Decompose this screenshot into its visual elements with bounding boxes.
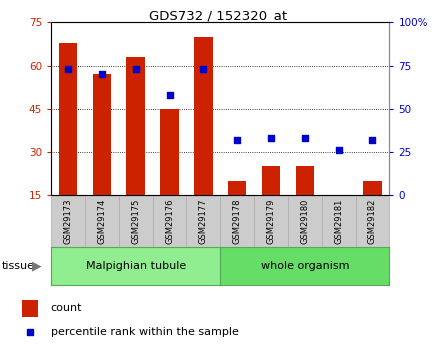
Bar xyxy=(186,196,220,247)
Bar xyxy=(322,196,356,247)
Point xyxy=(335,147,342,153)
Point xyxy=(65,66,72,72)
Bar xyxy=(262,166,280,195)
Bar xyxy=(85,196,119,247)
Text: GSM29178: GSM29178 xyxy=(233,198,242,244)
Text: percentile rank within the sample: percentile rank within the sample xyxy=(51,327,239,337)
Text: ▶: ▶ xyxy=(32,259,42,273)
Bar xyxy=(295,166,314,195)
Point xyxy=(331,227,338,232)
Bar xyxy=(194,37,213,195)
Bar xyxy=(288,196,322,247)
Text: GSM29175: GSM29175 xyxy=(131,198,140,244)
Text: whole organism: whole organism xyxy=(261,261,349,271)
Text: tissue: tissue xyxy=(2,261,35,271)
Bar xyxy=(51,196,85,247)
Bar xyxy=(126,57,145,195)
Text: Malpighian tubule: Malpighian tubule xyxy=(85,261,186,271)
Text: GSM29173: GSM29173 xyxy=(64,198,73,244)
Text: GDS732 / 152320_at: GDS732 / 152320_at xyxy=(149,9,287,22)
Point xyxy=(98,71,105,77)
Text: GSM29180: GSM29180 xyxy=(300,198,309,244)
Point xyxy=(301,135,308,141)
Point xyxy=(132,66,139,72)
Bar xyxy=(93,74,111,195)
Bar xyxy=(160,109,179,195)
Bar xyxy=(254,196,288,247)
Bar xyxy=(220,196,254,247)
Point xyxy=(369,137,376,142)
Bar xyxy=(356,196,389,247)
Bar xyxy=(59,42,77,195)
Bar xyxy=(228,180,247,195)
Point xyxy=(267,135,275,141)
Text: GSM29177: GSM29177 xyxy=(199,198,208,244)
Point xyxy=(200,66,207,72)
Text: GSM29182: GSM29182 xyxy=(368,198,377,244)
Bar xyxy=(119,196,153,247)
Bar xyxy=(22,300,38,317)
Text: GSM29176: GSM29176 xyxy=(165,198,174,244)
Bar xyxy=(363,180,382,195)
Text: GSM29181: GSM29181 xyxy=(334,198,343,244)
Text: count: count xyxy=(51,303,82,313)
Point xyxy=(234,137,241,142)
Text: GSM29179: GSM29179 xyxy=(267,198,275,244)
Bar xyxy=(153,196,186,247)
Point xyxy=(166,92,173,98)
Text: GSM29174: GSM29174 xyxy=(97,198,106,244)
